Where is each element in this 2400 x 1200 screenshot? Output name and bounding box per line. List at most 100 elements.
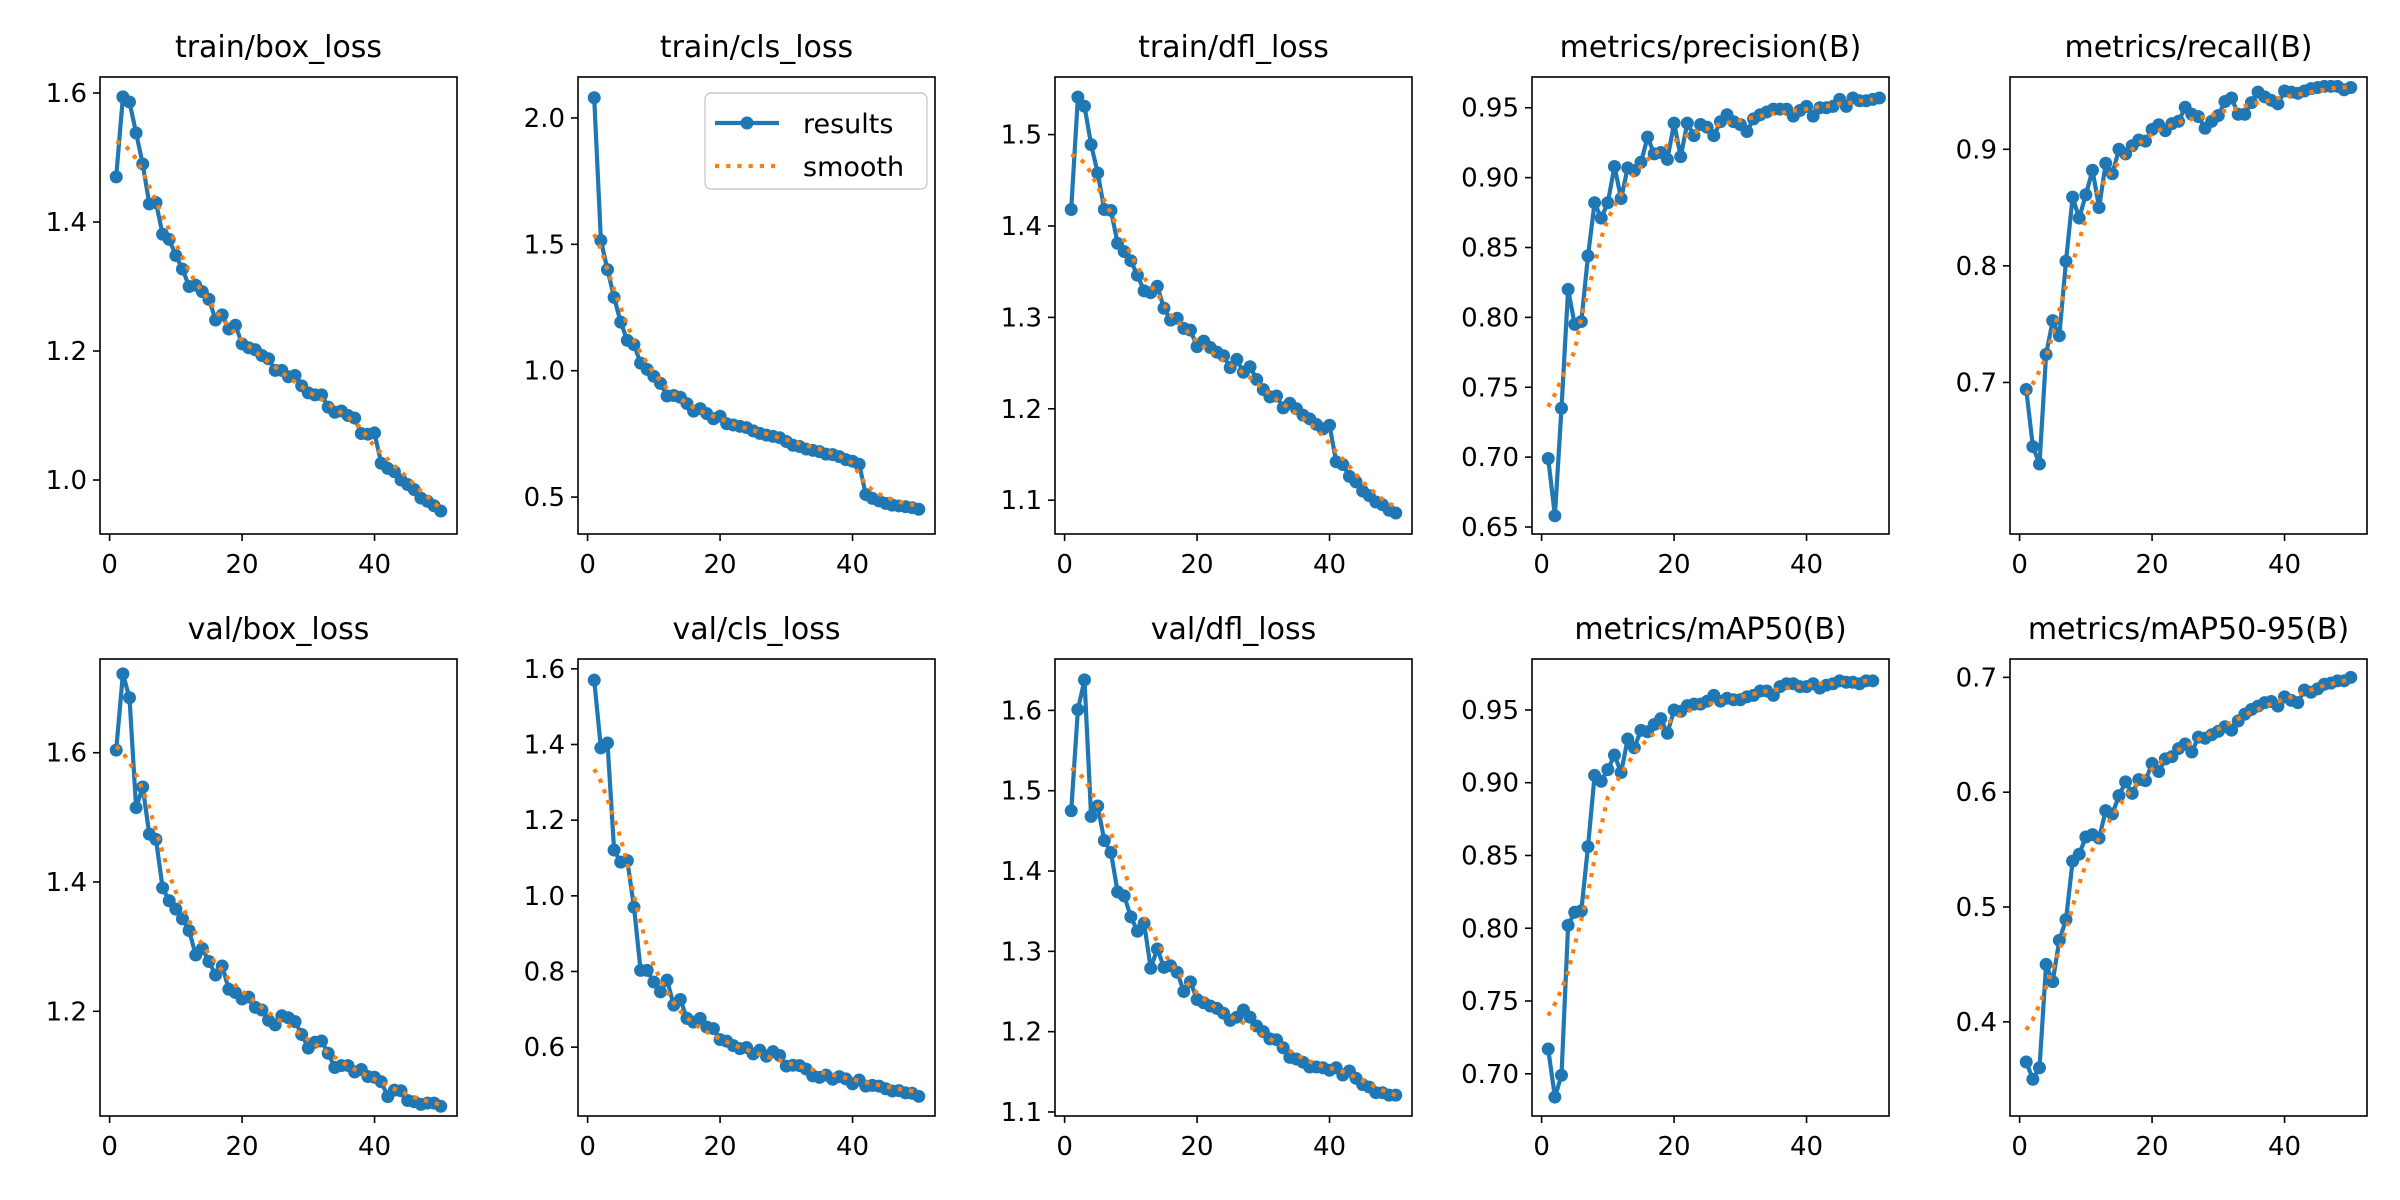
x-tick-label: 40: [2268, 1132, 2301, 1162]
plot-area: [109, 667, 448, 1113]
y-tick-label: 0.95: [1461, 94, 1519, 124]
x-tick-label: 20: [1658, 1132, 1691, 1162]
y-tick-label: 1.3: [1001, 937, 1042, 967]
y-tick-label: 0.80: [1461, 914, 1519, 944]
plot-area: [2019, 79, 2358, 471]
results-point: [129, 126, 143, 140]
results-point: [2185, 745, 2199, 759]
plot-area: [1541, 674, 1880, 1104]
results-point: [1641, 130, 1655, 144]
subplot-title: val/dfl_loss: [1151, 612, 1316, 647]
results-point: [1336, 458, 1350, 472]
results-point: [627, 900, 641, 914]
results-point: [315, 388, 329, 402]
results-point: [1144, 961, 1158, 975]
results-point: [2112, 789, 2126, 803]
y-tick-label: 1.1: [1001, 486, 1042, 516]
results-point: [1654, 712, 1668, 726]
results-point: [2072, 211, 2086, 225]
results-point: [1183, 323, 1197, 337]
x-tick-label: 0: [579, 550, 596, 580]
smooth-line: [115, 139, 443, 511]
y-tick-label: 1.5: [524, 230, 565, 260]
axes-frame: [1054, 658, 1413, 1117]
subplot-val-box-loss: val/box_loss 0 20 40 1.2 1.4 1.6: [46, 612, 458, 1162]
subplot-metrics-map50-95-b: metrics/mAP50-95(B) 0 20 40 0.4 0.5 0.6 0.7: [1956, 612, 2368, 1162]
plot-area: [587, 91, 926, 516]
results-point: [122, 95, 136, 109]
results-point: [1389, 506, 1403, 520]
results-point: [1800, 99, 1814, 113]
results-point: [2092, 831, 2106, 845]
results-point: [2052, 329, 2066, 343]
y-tick-label: 2.0: [524, 104, 565, 134]
results-point: [2138, 134, 2152, 148]
results-point: [1594, 211, 1608, 225]
y-tick-label: 0.8: [524, 957, 565, 987]
y-tick-label: 1.0: [524, 882, 565, 912]
results-point: [1707, 129, 1721, 143]
results-point: [2105, 807, 2119, 821]
results-point: [1607, 159, 1621, 173]
y-tick-label: 0.70: [1461, 443, 1519, 473]
results-point: [1594, 774, 1608, 788]
results-point: [149, 832, 163, 846]
results-point: [1323, 418, 1337, 432]
plot-area: [1541, 91, 1886, 523]
x-tick-label: 0: [101, 550, 118, 580]
plot-area: [587, 673, 926, 1103]
x-tick-label: 40: [1790, 550, 1823, 580]
results-point: [129, 801, 143, 815]
subplot-title: metrics/recall(B): [2064, 30, 2312, 65]
results-point: [2059, 254, 2073, 268]
results-point: [2244, 96, 2258, 110]
results-point: [1660, 152, 1674, 166]
results-point: [1130, 268, 1144, 282]
results-point: [1627, 741, 1641, 755]
results-point: [2032, 1061, 2046, 1075]
results-point: [852, 457, 866, 471]
results-point: [116, 667, 130, 681]
results-point: [2026, 440, 2040, 454]
results-point: [1077, 99, 1091, 113]
subplot-title: metrics/mAP50-95(B): [2028, 612, 2349, 647]
results-point: [1548, 509, 1562, 523]
subplot-metrics-recall-b: metrics/recall(B) 0 20 40 0.7 0.8 0.9: [1956, 30, 2368, 580]
results-point: [1270, 389, 1284, 403]
results-point: [1150, 942, 1164, 956]
y-tick-label: 0.7: [1956, 368, 1997, 398]
subplot-train-cls-loss: train/cls_loss 0 20 40 0.5 1.0 1.5 2.0 results sm…: [524, 30, 936, 580]
results-point: [2032, 457, 2046, 471]
results-point: [1667, 116, 1681, 130]
subplot-title: metrics/mAP50(B): [1574, 612, 1846, 647]
results-point: [215, 959, 229, 973]
subplot-val-cls-loss: val/cls_loss 0 20 40 0.6 0.8 1.0 1.2 1.4 1.6: [524, 612, 936, 1162]
x-tick-label: 20: [2136, 550, 2169, 580]
results-point: [2344, 670, 2358, 684]
axes-frame: [577, 658, 936, 1117]
x-tick-label: 20: [704, 550, 737, 580]
results-point: [627, 338, 641, 352]
subplot-train-dfl-loss: train/dfl_loss 0 20 40 1.1 1.2 1.3 1.4 1.5: [1001, 30, 1413, 580]
subplot-title: train/dfl_loss: [1138, 30, 1329, 65]
results-point: [1872, 91, 1886, 105]
axes-frame: [1054, 76, 1413, 535]
results-point: [2344, 80, 2358, 94]
results-point: [2019, 1055, 2033, 1069]
legend-smooth-label: smooth: [803, 152, 904, 183]
results-point: [640, 963, 654, 977]
y-tick-label: 1.4: [46, 868, 87, 898]
results-point: [1680, 116, 1694, 130]
results-point: [156, 881, 170, 895]
y-tick-label: 0.6: [524, 1033, 565, 1063]
results-point: [1071, 90, 1085, 104]
y-tick-label: 1.6: [524, 655, 565, 685]
results-point: [1607, 748, 1621, 762]
results-point: [1117, 245, 1131, 259]
results-point: [109, 743, 123, 757]
y-tick-label: 1.6: [46, 739, 87, 769]
y-tick-label: 1.4: [524, 730, 565, 760]
x-tick-label: 20: [2136, 1132, 2169, 1162]
subplot-title: val/cls_loss: [673, 612, 841, 647]
